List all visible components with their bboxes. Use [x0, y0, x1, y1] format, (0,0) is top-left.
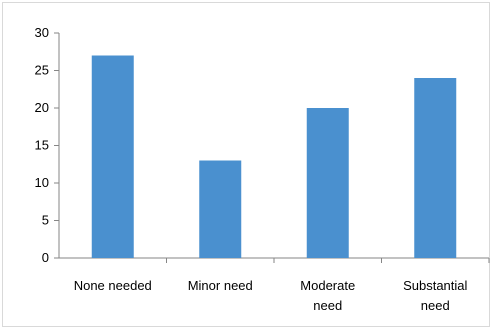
bar [306, 108, 349, 258]
bar-chart: 0 5 10 15 20 25 30 None needed Minor need Moderat… [35, 25, 490, 313]
bar [91, 55, 134, 258]
x-category-label: need [421, 298, 450, 313]
x-category-label: Minor need [188, 278, 253, 293]
y-tick-label: 30 [35, 25, 49, 40]
bar [414, 78, 457, 258]
y-tick-label: 10 [35, 175, 49, 190]
x-category-label: need [313, 298, 342, 313]
x-category-label: None needed [74, 278, 152, 293]
chart-frame: 0 5 10 15 20 25 30 None needed Minor need Moderat… [2, 2, 490, 327]
y-tick-label: 5 [42, 213, 49, 228]
bar [199, 160, 242, 258]
x-category-label: Substantial [403, 278, 467, 293]
y-tick-label: 20 [35, 100, 49, 115]
x-category-label: Moderate [300, 278, 355, 293]
y-tick-label: 0 [42, 250, 49, 265]
y-tick-label: 25 [35, 63, 49, 78]
y-tick-label: 15 [35, 138, 49, 153]
